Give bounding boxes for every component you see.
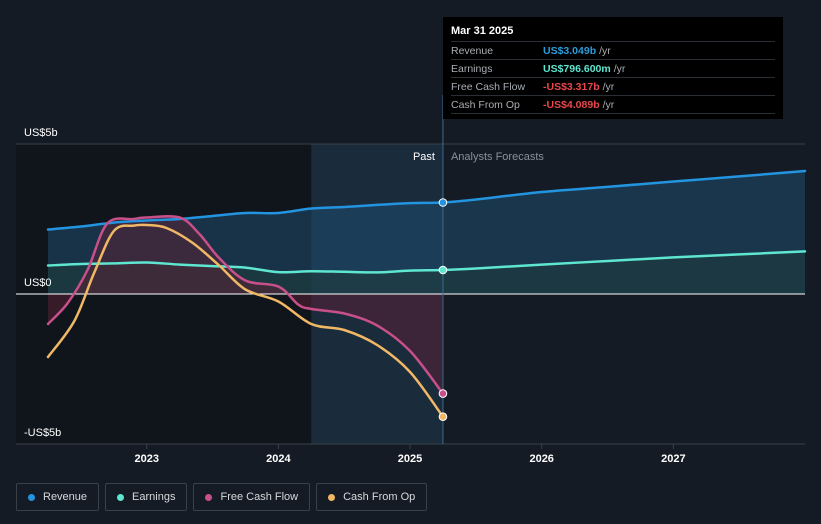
tooltip-value: US$796.600m	[543, 62, 611, 75]
line-earnings	[46, 250, 807, 274]
forecast-label: Analysts Forecasts	[451, 151, 544, 163]
legend-item-earnings[interactable]: Earnings	[105, 483, 188, 511]
x-tick-label: 2027	[661, 453, 685, 465]
tooltip-label: Free Cash Flow	[451, 80, 526, 93]
legend-dot-icon	[328, 493, 336, 501]
tooltip-unit: /yr	[599, 44, 611, 57]
legend-dot-icon	[117, 493, 125, 501]
tooltip-unit: /yr	[602, 98, 615, 111]
x-tick-label: 2025	[398, 453, 422, 465]
legend-dot-icon	[28, 493, 35, 501]
past-label: Past	[413, 151, 435, 163]
tooltip-unit: /yr	[602, 80, 615, 93]
marker-earnings[interactable]	[438, 265, 448, 275]
legend-label: Revenue	[43, 491, 88, 503]
legend-label: Earnings	[132, 491, 176, 503]
y-axis-label-zero: US$0	[24, 277, 52, 289]
x-tick-label: 2024	[266, 453, 291, 465]
legend-dot-icon	[205, 493, 213, 501]
tooltip-unit: /yr	[613, 62, 626, 75]
y-axis-label-bottom: -US$5b	[24, 427, 61, 439]
x-tick-label: 2023	[134, 453, 158, 465]
marker-free-cash-flow[interactable]	[438, 389, 448, 398]
chart-legend: Revenue Earnings Free Cash Flow Cash Fro…	[16, 483, 428, 511]
marker-revenue[interactable]	[438, 198, 448, 207]
line-free-cash-flow	[46, 214, 445, 395]
legend-item-free-cash-flow[interactable]: Free Cash Flow	[193, 483, 311, 511]
tooltip-value: -US$3.317b	[543, 80, 600, 93]
tooltip-row-earnings: Earnings US$796.600m /yr	[451, 59, 775, 77]
legend-item-cash-from-op[interactable]: Cash From Op	[316, 483, 428, 511]
x-tick-label: 2026	[529, 453, 553, 465]
series-lines	[46, 169, 807, 418]
x-axis-ticks: 2023 2024 2025 2026 2027	[134, 444, 686, 465]
legend-label: Cash From Op	[343, 491, 416, 503]
tooltip-row-revenue: Revenue US$3.049b /yr	[451, 41, 775, 59]
tooltip-value: US$3.049b	[543, 44, 597, 57]
tooltip-label: Earnings	[451, 62, 493, 75]
chart-area: US$5b US$0 -US$5b Past Analysts Forecast…	[16, 95, 807, 465]
tooltip-value: -US$4.089b	[543, 98, 600, 111]
tooltip-panel: Mar 31 2025 Revenue US$3.049b /yr Earnin…	[443, 17, 783, 119]
marker-cash-from-op[interactable]	[438, 412, 448, 422]
line-revenue	[46, 169, 807, 231]
tooltip-date: Mar 31 2025	[451, 25, 514, 37]
series-end-markers	[438, 198, 448, 422]
tooltip-row-free-cash-flow: Free Cash Flow -US$3.317b /yr	[451, 77, 775, 95]
legend-label: Free Cash Flow	[220, 491, 299, 503]
y-axis-label-top: US$5b	[24, 127, 58, 139]
tooltip-row-cash-from-op: Cash From Op -US$4.089b /yr	[451, 95, 775, 114]
tooltip-label: Revenue	[451, 44, 494, 57]
legend-item-revenue[interactable]: Revenue	[16, 483, 100, 511]
area-free-cash-flow	[48, 216, 443, 394]
line-cash-from-op	[46, 223, 445, 418]
tooltip-label: Cash From Op	[451, 98, 520, 111]
